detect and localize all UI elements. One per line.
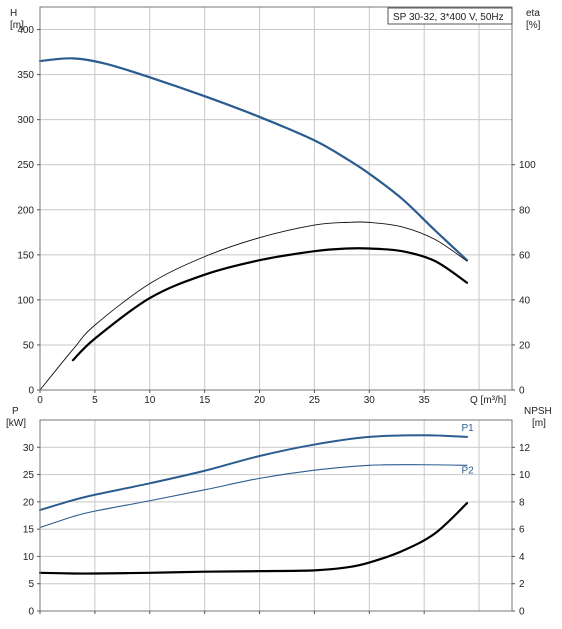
x-tick-label: 35 [419,395,431,406]
power-axis-unit: [kW] [6,418,26,429]
right-y-tick-label: 60 [519,250,531,261]
head-series-0-line [38,57,469,262]
left-y-tick-label: 20 [23,497,35,508]
series-p1-line [39,434,468,512]
head-plot-frame [39,6,513,391]
efficiency-axis-label: eta [526,8,540,19]
left-y-tick-label: 5 [28,579,34,590]
x-tick-label: 30 [364,395,376,406]
right-y-tick-label: 12 [519,443,531,454]
left-y-tick-label: 250 [17,160,34,171]
x-tick-label: 5 [92,395,98,406]
power-axis-ticks: 0 5 10 15 20 25 30 0 2 4 6 8 10 12 [23,443,531,618]
head-series-1-line [39,221,468,391]
right-y-tick-label: 80 [519,205,531,216]
right-y-tick-label: 0 [519,386,525,397]
left-y-tick-label: 25 [23,470,35,481]
power-grid [39,420,512,612]
right-y-tick-label: 10 [519,470,531,481]
power-npsh-panel: P1 P2 0 5 10 15 20 25 30 0 2 4 6 8 10 12 P [kW] NPSH [… [6,406,552,618]
right-y-tick-label: 8 [519,497,525,508]
power-axis-label: P [12,406,19,417]
left-y-tick-label: 400 [17,25,34,36]
left-y-tick-label: 200 [17,205,34,216]
head-efficiency-curves [38,57,469,391]
left-y-tick-label: 50 [23,340,35,351]
flow-axis-label: Q [m³/h] [470,395,506,406]
head-series-2-line [71,247,469,362]
head-axis-ticks: 0 5 10 15 20 25 30 3505010015020025030035040002… [17,25,536,406]
head-grid [39,7,512,391]
x-tick-label: 20 [254,395,266,406]
head-axis-unit: [m] [10,20,24,31]
left-y-tick-label: 300 [17,115,34,126]
head-efficiency-panel: 0 5 10 15 20 25 30 3505010015020025030035040002… [10,6,541,406]
series-p2-line [39,464,468,529]
npsh-axis-label: NPSH [524,406,552,417]
series-label-p1: P1 [462,423,475,434]
right-y-tick-label: 100 [519,160,536,171]
left-y-tick-label: 10 [23,552,35,563]
right-y-tick-label: 40 [519,295,531,306]
chart-title: SP 30-32, 3*400 V, 50Hz [393,12,504,23]
power-plot-frame [39,419,513,612]
power-series-2-line [38,502,469,575]
left-y-tick-label: 0 [28,607,34,618]
left-y-tick-label: 30 [23,443,35,454]
left-y-tick-label: 350 [17,70,34,81]
x-tick-label: 0 [37,395,43,406]
left-y-tick-label: 100 [17,295,34,306]
npsh-axis-unit: [m] [532,418,546,429]
right-y-tick-label: 20 [519,340,531,351]
head-axis-label: H [10,8,17,19]
left-y-tick-label: 150 [17,250,34,261]
right-y-tick-label: 0 [519,607,525,618]
right-y-tick-label: 2 [519,579,525,590]
left-y-tick-label: 15 [23,525,35,536]
x-tick-label: 15 [199,395,211,406]
left-y-tick-label: 0 [28,386,34,397]
series-label-p2: P2 [462,465,475,476]
right-y-tick-label: 4 [519,552,525,563]
title-box [387,7,513,25]
efficiency-axis-unit: [%] [526,20,541,31]
right-y-tick-label: 6 [519,525,525,536]
x-tick-label: 10 [144,395,156,406]
x-tick-label: 25 [309,395,321,406]
power-npsh-curves: P1 P2 [38,423,475,575]
